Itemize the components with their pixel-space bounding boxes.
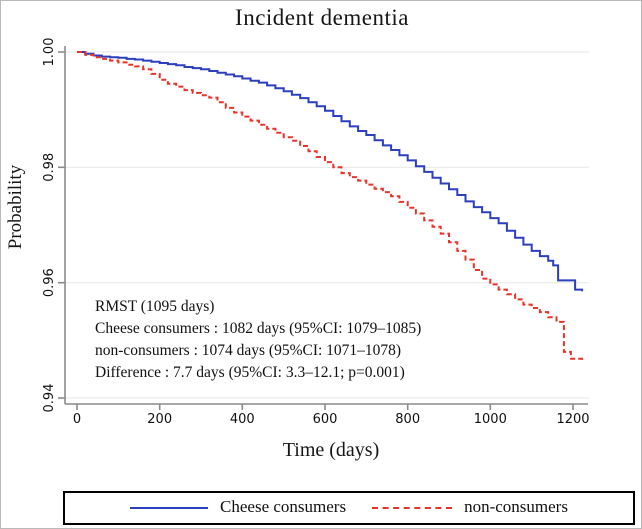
y-tick-label: 1.00 (42, 38, 57, 67)
survival-plot-area: 1.00 0.98 0.96 0.94 0 200 400 600 800 1000 1200 (42, 38, 590, 427)
legend-line-non-consumers (372, 507, 453, 509)
x-tick-label: 800 (395, 412, 420, 427)
legend: Cheese consumers non-consumers (63, 491, 635, 525)
rmst-annotation-line: RMST (1095 days) (95, 298, 215, 315)
x-tick-label: 1200 (556, 412, 589, 427)
y-tick-label: 0.96 (42, 268, 57, 297)
x-tick-label: 200 (147, 412, 172, 427)
rmst-annotation-line: non-consumers : 1074 days (95%CI: 1071–1… (95, 342, 402, 359)
legend-line-cheese-consumers (130, 507, 209, 509)
x-tick-label: 400 (230, 412, 255, 427)
x-axis-title: Time (days) (282, 439, 380, 461)
y-tick-label: 0.94 (42, 384, 57, 413)
rmst-annotation-line: Difference : 7.7 days (95%CI: 3.3–12.1; … (95, 364, 405, 381)
rmst-annotation: RMST (1095 days) Cheese consumers : 1082… (95, 296, 421, 384)
y-tick-label: 0.98 (42, 153, 57, 182)
series-curve-non-consumers (77, 51, 584, 361)
series-curve-cheese-consumers (77, 51, 584, 292)
legend-label-non-consumers: non-consumers (464, 497, 568, 516)
rmst-annotation-line: Cheese consumers : 1082 days (95%CI: 107… (95, 320, 422, 337)
legend-label-cheese-consumers: Cheese consumers (220, 497, 347, 516)
x-tick-label: 0 (73, 412, 81, 427)
x-tick-label: 1000 (474, 412, 507, 427)
x-tick-label: 600 (313, 412, 338, 427)
chart-title: Incident dementia (235, 5, 409, 30)
